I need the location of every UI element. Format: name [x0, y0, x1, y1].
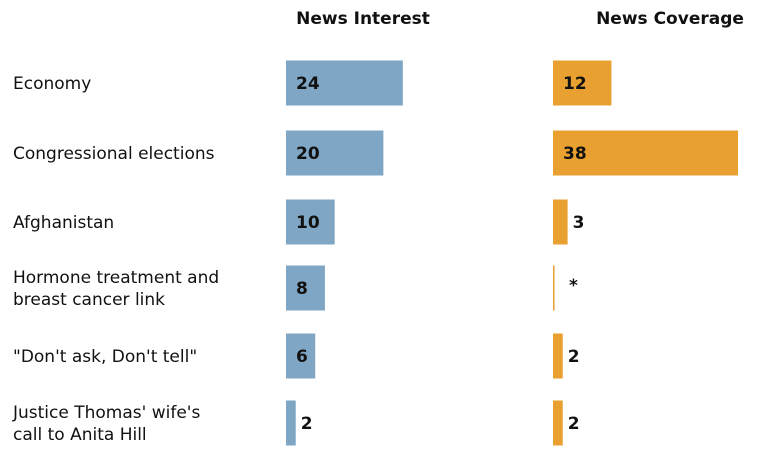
series-header-1: News Coverage: [596, 9, 744, 29]
bar-interest: [286, 333, 316, 379]
category-label: Economy: [13, 74, 91, 94]
data-label: 3: [573, 213, 585, 233]
bar-coverage: [553, 400, 563, 446]
data-label: 10: [296, 213, 320, 233]
data-label: 6: [296, 347, 308, 367]
data-label: *: [569, 276, 578, 296]
data-label: 2: [568, 347, 580, 367]
data-label: 8: [296, 279, 308, 299]
bar-coverage: [553, 60, 612, 106]
bar-interest: [286, 199, 335, 245]
category-label: Hormone treatment and: [13, 268, 219, 288]
bar-interest: [286, 130, 384, 176]
bar-coverage: [553, 199, 568, 245]
data-label: 2: [301, 414, 313, 434]
data-label: 2: [568, 414, 580, 434]
data-label: 38: [563, 144, 587, 164]
category-label: Afghanistan: [13, 213, 114, 233]
category-label: Congressional elections: [13, 144, 215, 164]
category-label: "Don't ask, Don't tell": [13, 347, 197, 367]
category-label: Justice Thomas' wife's: [12, 403, 200, 423]
category-label: breast cancer link: [13, 290, 165, 310]
data-label: 12: [563, 74, 587, 94]
data-label: 24: [296, 74, 320, 94]
bar-coverage: [553, 265, 555, 311]
bar-coverage: [553, 130, 738, 176]
category-label: call to Anita Hill: [13, 425, 147, 445]
bar-interest: [286, 265, 325, 311]
data-label: 20: [296, 144, 320, 164]
series-header-0: News Interest: [296, 9, 430, 29]
bar-interest: [286, 400, 296, 446]
bar-interest: [286, 60, 403, 106]
bar-coverage: [553, 333, 563, 379]
